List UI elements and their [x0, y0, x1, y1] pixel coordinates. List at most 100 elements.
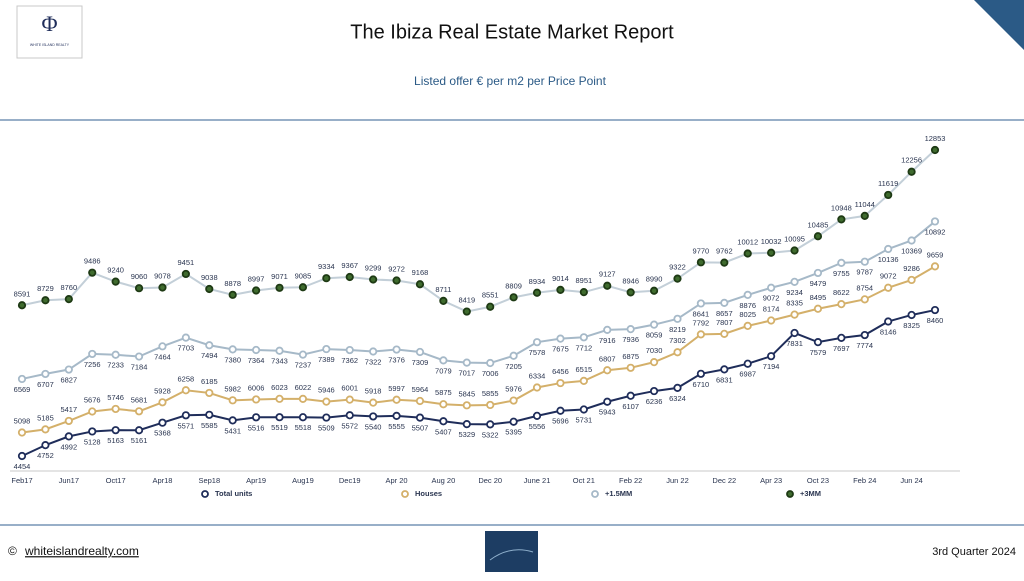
- data-label: 5855: [482, 389, 499, 398]
- data-label: 8878: [224, 279, 241, 288]
- data-label: 8641: [693, 309, 710, 318]
- point: [298, 394, 308, 403]
- point: [275, 346, 284, 355]
- x-tick-label: Apr18: [152, 476, 172, 485]
- data-label: 7309: [412, 358, 429, 367]
- point: [720, 329, 729, 338]
- point: [884, 317, 893, 326]
- point: [649, 320, 659, 329]
- data-label: 6875: [622, 352, 639, 361]
- point: [205, 388, 214, 398]
- point: [111, 277, 120, 286]
- point: [837, 215, 846, 224]
- point: [837, 333, 846, 342]
- point: [462, 420, 471, 429]
- data-label: 5556: [529, 422, 546, 431]
- point: [603, 281, 612, 290]
- x-tick-label: Apr 20: [386, 476, 408, 485]
- data-label: 7237: [295, 361, 312, 370]
- point: [743, 359, 752, 368]
- point: [392, 395, 401, 404]
- series-line: [21, 149, 936, 313]
- logo-text: WHITE ISLAND REALTY: [30, 43, 70, 47]
- point: [649, 386, 659, 396]
- point: [813, 338, 823, 347]
- point: [603, 325, 612, 334]
- x-tick-label: Aug19: [292, 476, 314, 485]
- point: [720, 298, 729, 307]
- data-label: 5516: [248, 423, 265, 432]
- data-label: 5098: [14, 417, 31, 426]
- point: [298, 413, 308, 422]
- point: [298, 283, 308, 292]
- point: [532, 338, 542, 347]
- subtitle: Listed offer € per m2 per Price Point: [414, 74, 607, 88]
- data-label: 7256: [84, 360, 101, 369]
- data-label: 6456: [552, 367, 569, 376]
- point: [649, 358, 659, 367]
- point: [439, 356, 448, 365]
- point: [907, 236, 916, 245]
- footer-image-art: [489, 549, 534, 561]
- point: [252, 286, 261, 295]
- point: [556, 334, 565, 343]
- point: [64, 365, 73, 374]
- x-tick-label: Sep18: [198, 476, 220, 485]
- point: [673, 348, 682, 357]
- point: [813, 268, 823, 278]
- data-label: 7774: [856, 341, 873, 350]
- point: [860, 211, 869, 221]
- point: [41, 296, 50, 305]
- data-label: 7697: [833, 344, 850, 353]
- data-label: 5571: [178, 421, 195, 430]
- point: [252, 413, 261, 422]
- point: [64, 416, 73, 426]
- data-label: 7389: [318, 355, 335, 364]
- legend-label: Houses: [415, 489, 442, 498]
- data-label: 7006: [482, 369, 499, 378]
- data-label: 7194: [763, 362, 780, 371]
- point: [626, 288, 635, 297]
- point: [228, 396, 237, 405]
- website[interactable]: whiteislandrealty.com: [24, 544, 139, 558]
- point: [275, 394, 284, 403]
- data-label: 7302: [669, 336, 686, 345]
- data-label: 7807: [716, 318, 733, 327]
- data-label: 6707: [37, 380, 54, 389]
- point: [790, 310, 799, 319]
- data-label: 5946: [318, 386, 335, 395]
- point: [907, 310, 916, 320]
- data-label: 5540: [365, 422, 382, 431]
- point: [556, 406, 565, 415]
- point: [462, 358, 471, 367]
- data-label: 7494: [201, 351, 218, 360]
- point: [158, 342, 167, 351]
- legend-marker: [786, 490, 794, 498]
- point: [860, 330, 869, 340]
- data-label: 8754: [856, 283, 873, 292]
- data-label: 6710: [693, 380, 710, 389]
- data-label: 11044: [855, 200, 875, 209]
- point: [486, 420, 495, 429]
- point: [275, 413, 284, 422]
- point: [134, 426, 144, 435]
- data-label: 5507: [412, 424, 429, 433]
- point: [907, 167, 916, 176]
- data-label: 10136: [878, 255, 899, 264]
- point: [252, 395, 261, 404]
- point: [860, 257, 869, 266]
- point: [415, 413, 425, 422]
- point: [415, 280, 425, 289]
- data-label: 5681: [131, 395, 148, 404]
- point: [462, 307, 471, 316]
- point: [252, 345, 261, 355]
- point: [322, 344, 331, 354]
- point: [415, 396, 425, 406]
- data-label: 9072: [880, 272, 897, 281]
- series-line: [21, 265, 936, 434]
- point: [64, 295, 73, 304]
- data-label: 12256: [901, 156, 922, 165]
- point: [743, 290, 752, 299]
- data-label: 9127: [599, 270, 616, 279]
- data-label: 5746: [107, 393, 124, 402]
